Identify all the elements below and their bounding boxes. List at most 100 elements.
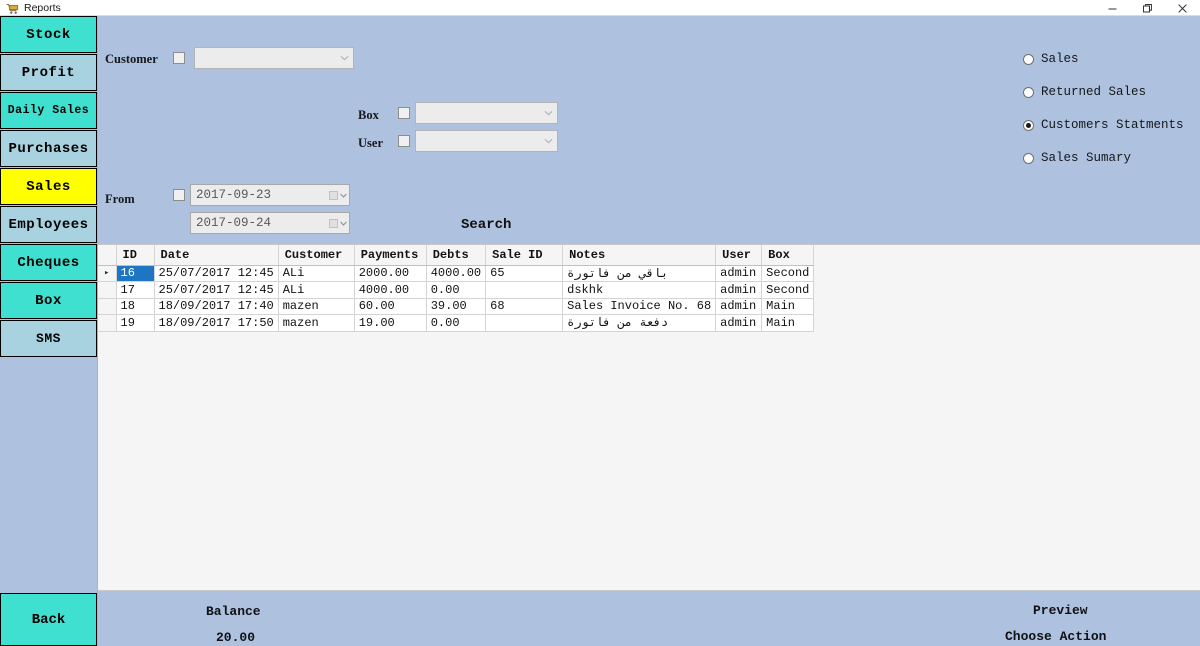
col-notes[interactable]: Notes xyxy=(562,245,717,266)
sidebar-item-box[interactable]: Box xyxy=(0,282,97,319)
sidebar-item-stock[interactable]: Stock xyxy=(0,16,97,53)
row-indicator[interactable] xyxy=(98,298,117,315)
row-indicator[interactable] xyxy=(98,281,117,299)
box-checkbox[interactable] xyxy=(398,107,410,119)
cell-date[interactable]: 25/07/2017 12:45 xyxy=(154,265,279,282)
radio-icon xyxy=(1023,86,1034,98)
sidebar-item-profit[interactable]: Profit xyxy=(0,54,97,91)
minimize-icon[interactable] xyxy=(1095,0,1130,16)
col-debts[interactable]: Debts xyxy=(426,245,487,266)
cell-customer[interactable]: mazen xyxy=(278,314,355,332)
cell-sale-id[interactable] xyxy=(485,281,564,299)
cell-debts[interactable]: 4000.00 xyxy=(426,265,487,282)
cell-payments[interactable]: 4000.00 xyxy=(354,281,427,299)
window-controls xyxy=(1095,0,1200,16)
close-icon[interactable] xyxy=(1165,0,1200,16)
cell-box[interactable]: Second xyxy=(761,281,815,299)
box-select[interactable] xyxy=(415,102,558,124)
cell-payments[interactable]: 19.00 xyxy=(354,314,427,332)
from-checkbox[interactable] xyxy=(173,189,185,201)
radio-customers-statments[interactable]: Customers Statments xyxy=(1023,118,1184,132)
sidebar-item-label: SMS xyxy=(36,331,61,346)
col-customer[interactable]: Customer xyxy=(278,245,355,266)
user-checkbox[interactable] xyxy=(398,135,410,147)
cell-sale-id[interactable]: 65 xyxy=(485,265,564,282)
cell-sale-id[interactable] xyxy=(485,314,564,332)
customer-select[interactable] xyxy=(194,47,354,69)
sidebar-item-daily-sales[interactable]: Daily Sales xyxy=(0,92,97,129)
cell-debts[interactable]: 39.00 xyxy=(426,298,487,315)
cell-customer[interactable]: ALi xyxy=(278,281,355,299)
sidebar-item-employees[interactable]: Employees xyxy=(0,206,97,243)
cell-sale-id[interactable]: 68 xyxy=(485,298,564,315)
sidebar-item-sms[interactable]: SMS xyxy=(0,320,97,357)
radio-returned-sales[interactable]: Returned Sales xyxy=(1023,85,1146,99)
date-from-input[interactable]: 2017-09-23 xyxy=(190,184,350,206)
cell-id[interactable]: 17 xyxy=(116,281,155,299)
sidebar-item-purchases[interactable]: Purchases xyxy=(0,130,97,167)
sidebar-item-label: Sales xyxy=(26,178,71,195)
table-row[interactable]: 19 18/09/2017 17:50 mazen 19.00 0.00 دفع… xyxy=(98,314,815,332)
cell-notes[interactable]: دفعة من فاتورة xyxy=(562,314,717,332)
row-indicator[interactable] xyxy=(98,314,117,332)
user-label: User xyxy=(358,136,383,150)
window-title: Reports xyxy=(24,1,61,14)
row-indicator[interactable]: ▸ xyxy=(98,265,117,282)
results-grid[interactable]: ID Date Customer Payments Debts Sale ID … xyxy=(98,244,1200,591)
sidebar-item-label: Purchases xyxy=(8,140,89,157)
cell-customer[interactable]: ALi xyxy=(278,265,355,282)
customer-label: Customer xyxy=(105,52,158,66)
radio-sales-sumary[interactable]: Sales Sumary xyxy=(1023,151,1131,165)
cell-date[interactable]: 18/09/2017 17:40 xyxy=(154,298,279,315)
back-button[interactable]: Back xyxy=(0,593,97,646)
calendar-icon[interactable] xyxy=(329,185,347,205)
col-date[interactable]: Date xyxy=(154,245,279,266)
preview-button[interactable]: Preview xyxy=(1033,603,1088,618)
radio-label: Customers Statments xyxy=(1041,118,1184,132)
cell-debts[interactable]: 0.00 xyxy=(426,281,487,299)
cell-user[interactable]: admin xyxy=(715,265,763,282)
chevron-down-icon xyxy=(540,103,557,123)
radio-sales[interactable]: Sales xyxy=(1023,52,1079,66)
col-user[interactable]: User xyxy=(715,245,763,266)
sidebar-item-cheques[interactable]: Cheques xyxy=(0,244,97,281)
calendar-icon[interactable] xyxy=(329,213,347,233)
cell-payments[interactable]: 2000.00 xyxy=(354,265,427,282)
radio-icon xyxy=(1023,152,1034,164)
col-id[interactable]: ID xyxy=(116,245,155,266)
choose-action-button[interactable]: Choose Action xyxy=(1005,629,1107,644)
cell-id[interactable]: 19 xyxy=(116,314,155,332)
search-button[interactable]: Search xyxy=(461,217,512,233)
cell-user[interactable]: admin xyxy=(715,298,763,315)
col-sale-id[interactable]: Sale ID xyxy=(485,245,564,266)
table-row[interactable]: 17 25/07/2017 12:45 ALi 4000.00 0.00 dsk… xyxy=(98,281,815,299)
cell-debts[interactable]: 0.00 xyxy=(426,314,487,332)
cell-notes[interactable]: باقي من فاتورة xyxy=(562,265,717,282)
cell-user[interactable]: admin xyxy=(715,314,763,332)
cell-notes[interactable]: Sales Invoice No. 68 xyxy=(562,298,717,315)
chevron-down-icon xyxy=(540,131,557,151)
user-select[interactable] xyxy=(415,130,558,152)
cell-user[interactable]: admin xyxy=(715,281,763,299)
cell-box[interactable]: Second xyxy=(761,265,815,282)
cell-date[interactable]: 18/09/2017 17:50 xyxy=(154,314,279,332)
cell-date[interactable]: 25/07/2017 12:45 xyxy=(154,281,279,299)
table-row[interactable]: ▸ 16 25/07/2017 12:45 ALi 2000.00 4000.0… xyxy=(98,265,815,282)
table-row[interactable]: 18 18/09/2017 17:40 mazen 60.00 39.00 68… xyxy=(98,298,815,315)
sidebar-item-sales[interactable]: Sales xyxy=(0,168,97,205)
cell-box[interactable]: Main xyxy=(761,298,815,315)
cell-id[interactable]: 18 xyxy=(116,298,155,315)
cell-payments[interactable]: 60.00 xyxy=(354,298,427,315)
sidebar: Stock Profit Daily Sales Purchases Sales… xyxy=(0,16,98,646)
customer-checkbox[interactable] xyxy=(173,52,185,64)
col-payments[interactable]: Payments xyxy=(354,245,427,266)
cell-box[interactable]: Main xyxy=(761,314,815,332)
date-to-input[interactable]: 2017-09-24 xyxy=(190,212,350,234)
col-box[interactable]: Box xyxy=(761,245,815,266)
cell-id[interactable]: 16 xyxy=(116,265,155,282)
cell-notes[interactable]: dskhk xyxy=(562,281,717,299)
title-bar-left: Reports xyxy=(0,2,61,14)
cell-customer[interactable]: mazen xyxy=(278,298,355,315)
restore-icon[interactable] xyxy=(1130,0,1165,16)
radio-icon-selected xyxy=(1023,119,1034,131)
